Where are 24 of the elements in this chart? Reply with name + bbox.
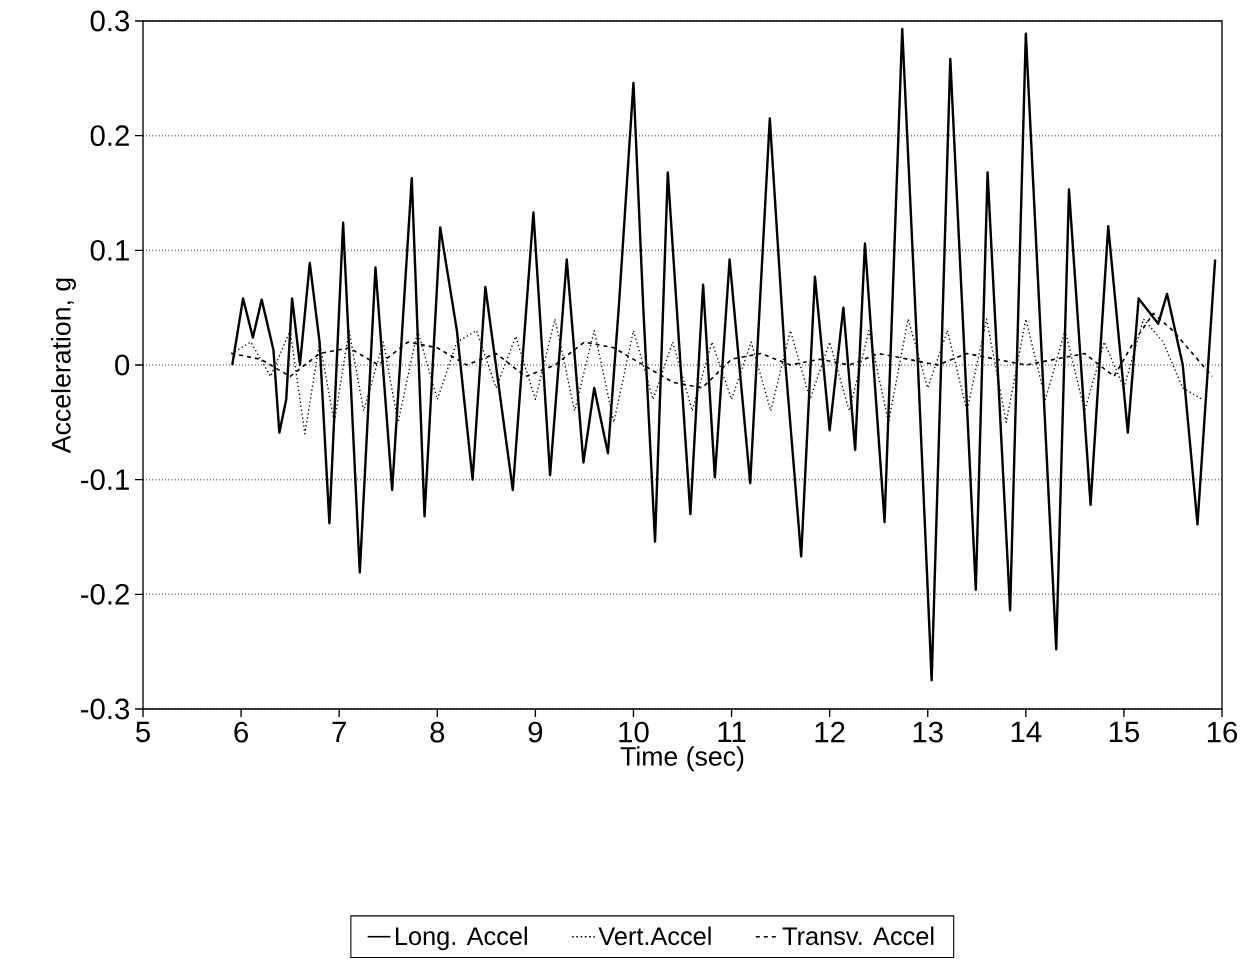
y-tick-label: -0.1 [81, 469, 129, 491]
x-tick-label: 15 [1109, 721, 1139, 743]
x-axis-title: Time (sec) [620, 746, 744, 772]
x-tick-label: 12 [815, 721, 845, 743]
x-tick-label: 10 [619, 721, 649, 743]
x-tick-label: 5 [136, 721, 150, 743]
x-tick-label: 8 [430, 721, 445, 743]
y-tick-label: -0.3 [81, 698, 130, 720]
x-tick-label: 7 [332, 721, 346, 742]
legend-label: Transv. Accel [782, 926, 934, 946]
x-tick-label: 6 [234, 721, 248, 743]
y-axis-title: Acceleration, g [51, 278, 76, 454]
y-tick-label: 0.1 [90, 239, 129, 261]
x-tick-label: 14 [1011, 721, 1042, 742]
x-tick-label: 11 [718, 721, 746, 742]
legend-label: Long. Accel [395, 926, 527, 951]
x-tick-label: 9 [528, 721, 543, 743]
legend-label: Vert.Accel [598, 926, 711, 946]
x-tick-label: 16 [1207, 721, 1238, 743]
y-tick-label: -0.2 [81, 583, 129, 605]
y-tick-label: 0.2 [90, 125, 129, 147]
x-tick-label: 13 [913, 721, 943, 743]
y-tick-label: 0.3 [90, 10, 130, 32]
y-tick-label: 0 [115, 354, 130, 376]
